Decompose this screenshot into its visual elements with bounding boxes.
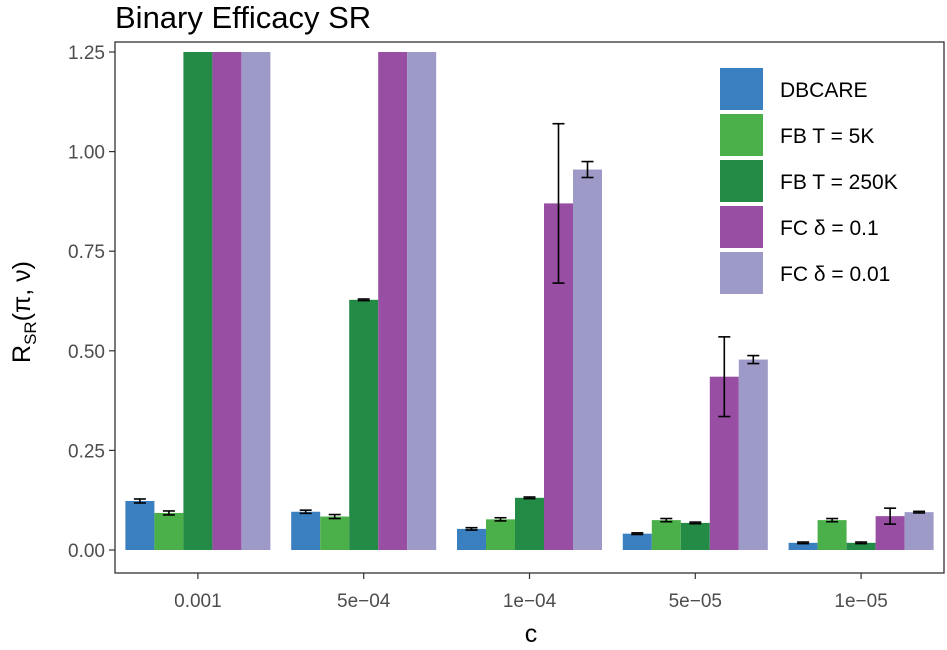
x-tick-label: 1e−04 [503,591,557,612]
x-axis: 0.001 5e−04 1e−04 5e−05 1e−05 [174,573,888,612]
bar [291,511,321,550]
legend-label: FC δ = 0.01 [780,263,890,286]
legend-key [720,68,763,110]
bar [904,512,934,550]
legend-label: FB T = 250K [780,171,898,194]
bar [738,359,768,550]
legend-key [720,252,763,294]
legend-label: FC δ = 0.1 [780,217,879,240]
y-tick-label: 0.50 [68,342,105,363]
legend-key [720,114,763,156]
x-tick-label: 5e−05 [669,591,722,612]
x-axis-label: c [525,620,538,648]
legend-item: FC δ = 0.01 [720,252,890,294]
bar [241,52,271,550]
bar [212,52,242,550]
bar [349,299,379,550]
legend-item: FB T = 5K [720,114,874,156]
plot-area [114,41,945,574]
y-axis-label-main: R [8,345,36,363]
bar [573,169,602,550]
bar [154,512,184,550]
legend: DBCARE FB T = 5K FB T = 250K FC δ = 0.1 FC δ… [720,68,898,294]
y-axis-label-subscript: SR [21,321,40,345]
y-axis-label-args: (π, ν) [8,261,36,321]
y-tick-label: 0.75 [68,242,105,263]
bar [846,542,876,550]
x-tick-label: 0.001 [174,591,222,612]
bar [486,519,515,550]
legend-label: DBCARE [780,79,868,102]
bar-group [457,122,602,550]
bar [378,52,408,550]
bar [320,516,350,550]
svg-text:RSR(π, ν): RSR(π, ν) [8,261,40,363]
bar [125,500,155,550]
y-tick-label: 0.25 [68,441,105,462]
y-axis: 0.00 0.25 0.50 0.75 1.00 1.25 [68,43,115,562]
bar [407,52,437,550]
bar-group [291,52,437,550]
legend-label: FB T = 5K [780,125,874,148]
y-tick-label: 1.00 [68,143,105,164]
bar-group [125,52,271,550]
bar [817,520,847,550]
bar [680,522,710,550]
bar [457,528,486,550]
bar [622,533,652,550]
legend-key [720,206,763,248]
chart-title: Binary Efficacy SR [115,0,371,35]
x-tick-label: 1e−05 [834,591,887,612]
bar [788,542,818,550]
bar [515,497,544,550]
bar-group [788,507,934,550]
y-tick-label: 1.25 [68,43,105,64]
legend-item: FC δ = 0.1 [720,206,879,248]
bar-group [622,336,768,550]
y-tick-label: 0.00 [68,541,105,562]
legend-key [720,160,763,202]
bar [651,520,681,550]
y-axis-label: RSR(π, ν) [8,261,40,363]
legend-item: DBCARE [720,68,868,110]
legend-item: FB T = 250K [720,160,898,202]
bar [183,52,213,550]
x-tick-label: 5e−04 [337,591,391,612]
